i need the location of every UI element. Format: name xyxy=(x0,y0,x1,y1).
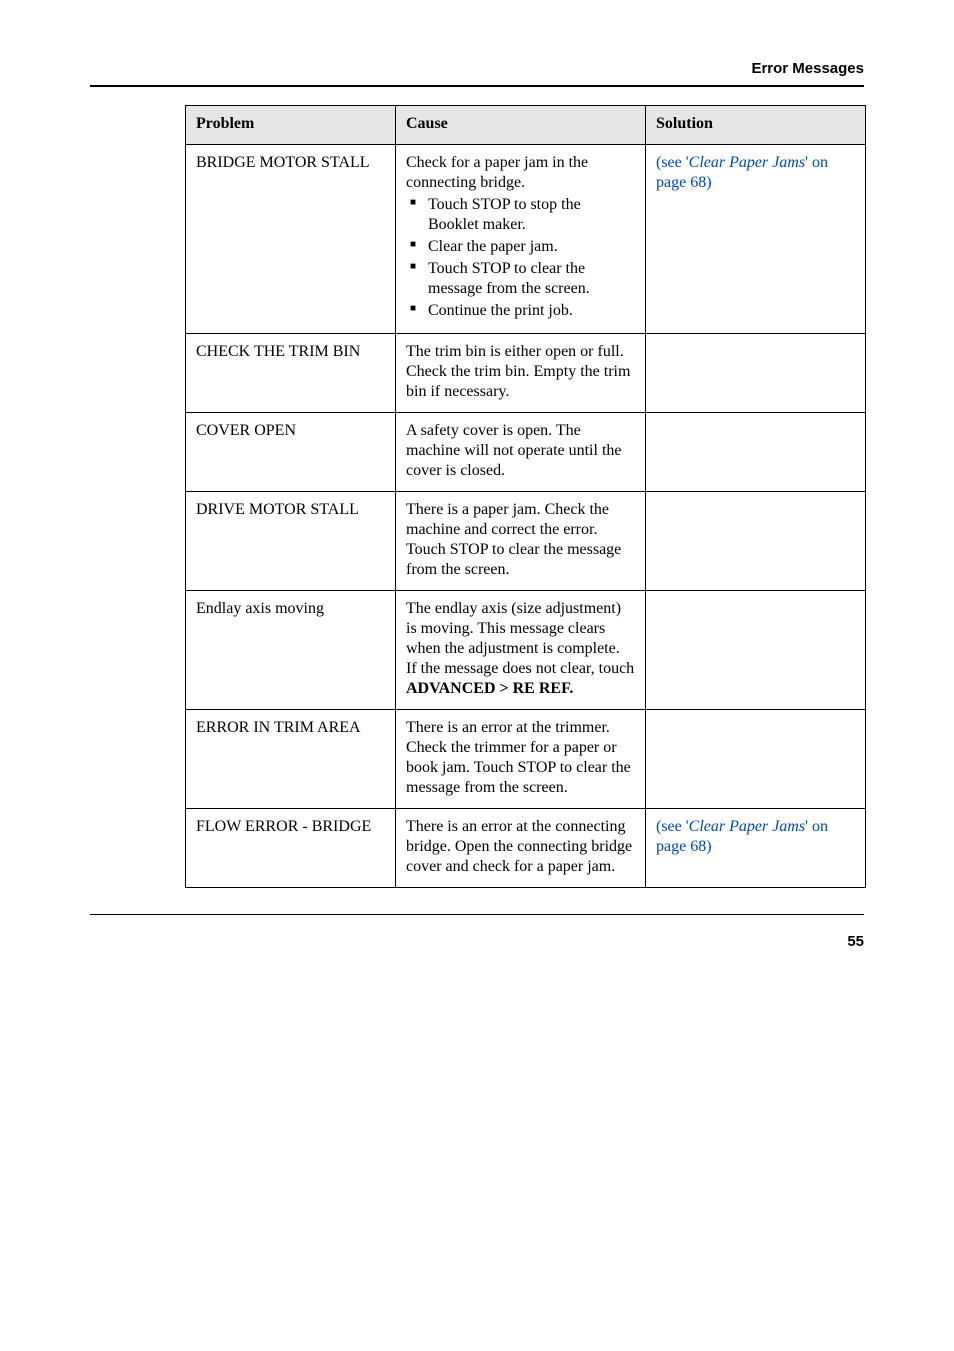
header-rule xyxy=(90,85,864,87)
cell-problem: BRIDGE MOTOR STALL xyxy=(186,145,396,334)
bullet-item: Touch STOP to stop the Booklet maker. xyxy=(406,195,635,235)
cell-cause: A safety cover is open. The machine will… xyxy=(396,413,646,492)
cell-cause: There is an error at the connecting brid… xyxy=(396,809,646,888)
bullet-item: Clear the paper jam. xyxy=(406,237,635,257)
sol-prefix: (see ' xyxy=(656,154,689,171)
cell-cause: The trim bin is either open or full. Che… xyxy=(396,334,646,413)
col-header-cause: Cause xyxy=(396,106,646,145)
sol-suffix: ) xyxy=(706,174,711,191)
bullet-item: Continue the print job. xyxy=(406,301,635,321)
cell-cause: There is an error at the trimmer. Check … xyxy=(396,710,646,809)
page-header-title: Error Messages xyxy=(90,60,864,77)
table-row: Endlay axis moving The endlay axis (size… xyxy=(186,591,866,710)
cell-cause: There is a paper jam. Check the machine … xyxy=(396,492,646,591)
table-header-row: Problem Cause Solution xyxy=(186,106,866,145)
sol-link: Clear Paper Jams xyxy=(689,154,805,171)
cell-solution xyxy=(646,591,866,710)
table-row: ERROR IN TRIM AREA There is an error at … xyxy=(186,710,866,809)
cell-problem: Endlay axis moving xyxy=(186,591,396,710)
cause-line1: The endlay axis (size adjustment) is mov… xyxy=(406,600,621,657)
cell-problem: FLOW ERROR - BRIDGE xyxy=(186,809,396,888)
sol-mid: ' xyxy=(805,818,812,835)
sol-prefix: (see ' xyxy=(656,818,689,835)
sol-suffix: ) xyxy=(706,838,711,855)
table-row: FLOW ERROR - BRIDGE There is an error at… xyxy=(186,809,866,888)
cell-solution xyxy=(646,710,866,809)
cell-solution xyxy=(646,413,866,492)
cell-solution: (see 'Clear Paper Jams' on page 68) xyxy=(646,145,866,334)
sol-mid: ' xyxy=(805,154,812,171)
footer-rule xyxy=(90,914,864,915)
cell-problem: DRIVE MOTOR STALL xyxy=(186,492,396,591)
cell-problem: COVER OPEN xyxy=(186,413,396,492)
table-row: CHECK THE TRIM BIN The trim bin is eithe… xyxy=(186,334,866,413)
page-number: 55 xyxy=(90,933,864,950)
cell-solution xyxy=(646,334,866,413)
cause-intro: Check for a paper jam in the connecting … xyxy=(406,154,588,191)
bullet-item: Touch STOP to clear the message from the… xyxy=(406,259,635,299)
col-header-problem: Problem xyxy=(186,106,396,145)
cell-problem: CHECK THE TRIM BIN xyxy=(186,334,396,413)
sol-link: Clear Paper Jams xyxy=(689,818,805,835)
cause-line2: If the message does not clear, touch xyxy=(406,660,634,677)
error-messages-table: Problem Cause Solution BRIDGE MOTOR STAL… xyxy=(185,105,866,888)
cell-solution: (see 'Clear Paper Jams' on page 68) xyxy=(646,809,866,888)
cell-cause: The endlay axis (size adjustment) is mov… xyxy=(396,591,646,710)
col-header-solution: Solution xyxy=(646,106,866,145)
table-row: BRIDGE MOTOR STALL Check for a paper jam… xyxy=(186,145,866,334)
table-row: DRIVE MOTOR STALL There is a paper jam. … xyxy=(186,492,866,591)
cell-problem: ERROR IN TRIM AREA xyxy=(186,710,396,809)
cause-bold: ADVANCED > RE REF. xyxy=(406,680,573,697)
cell-cause: Check for a paper jam in the connecting … xyxy=(396,145,646,334)
cell-solution xyxy=(646,492,866,591)
cause-bullets: Touch STOP to stop the Booklet maker. Cl… xyxy=(406,195,635,321)
table-row: COVER OPEN A safety cover is open. The m… xyxy=(186,413,866,492)
solution-text: (see 'Clear Paper Jams' on page 68) xyxy=(656,818,828,855)
solution-text: (see 'Clear Paper Jams' on page 68) xyxy=(656,154,828,191)
